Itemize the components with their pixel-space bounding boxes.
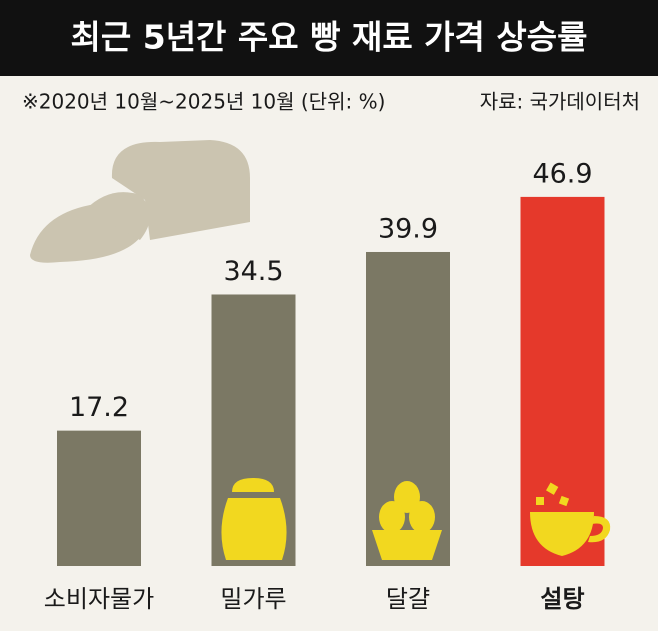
bar: [57, 430, 141, 566]
subtitle: ※2020년 10월~2025년 10월 (단위: %): [22, 90, 385, 114]
value-label: 46.9: [532, 158, 592, 189]
x-tick-label: 설탕: [540, 585, 584, 613]
bar: [366, 251, 450, 566]
source: 자료: 국가데이터처: [480, 90, 640, 114]
value-label: 34.5: [223, 256, 283, 287]
egg-icon: [372, 481, 442, 560]
x-tick-label: 소비자물가: [44, 585, 154, 613]
value-label: 17.2: [69, 392, 129, 423]
bread-icon: [30, 140, 250, 263]
x-tick-label: 달걀: [386, 585, 430, 613]
cup-icon: [530, 482, 611, 556]
chart-title: 최근 5년간 주요 빵 재료 가격 상승률: [71, 18, 588, 57]
bar: [520, 196, 605, 566]
value-label: 39.9: [378, 213, 438, 244]
x-tick-label: 밀가루: [220, 585, 286, 613]
title-bar: [0, 0, 658, 76]
flour-icon: [221, 478, 287, 560]
